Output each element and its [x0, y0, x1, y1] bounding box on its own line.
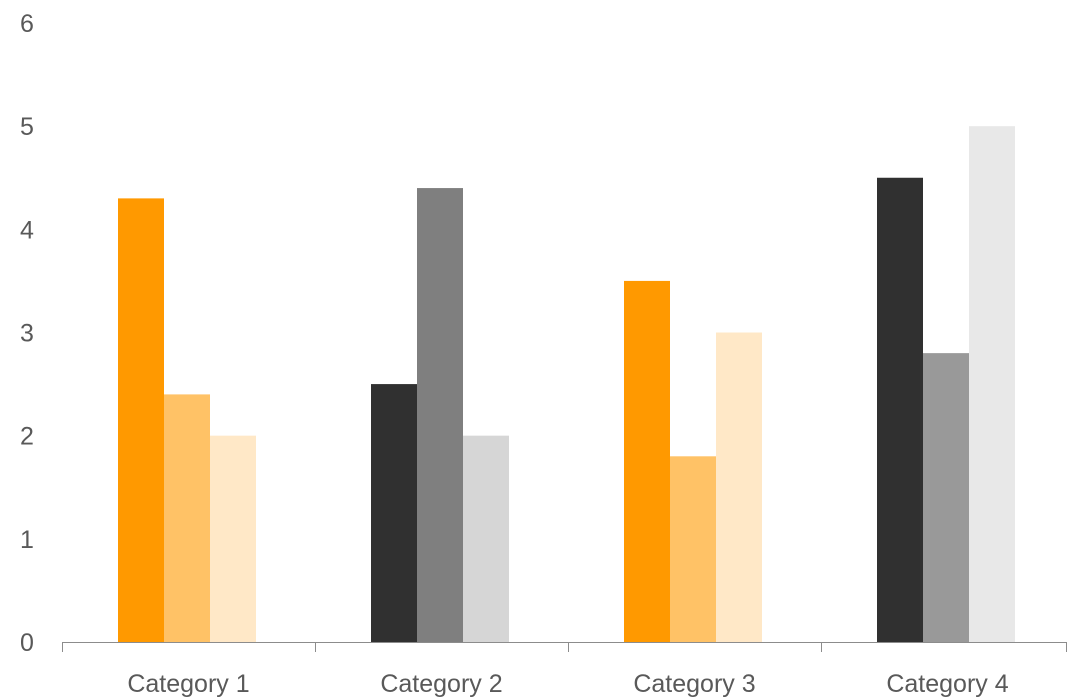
bar [969, 126, 1015, 642]
bar [164, 394, 210, 642]
bar [371, 384, 417, 642]
y-axis-ticks: 0 1 2 3 4 5 6 [20, 10, 34, 657]
bar [624, 280, 670, 642]
y-tick-label: 2 [20, 423, 34, 451]
category-labels: Category 1 Category 2 Category 3 Category 4 [127, 670, 1008, 698]
y-tick-label: 5 [20, 113, 34, 141]
bar [210, 435, 256, 642]
category-label: Category 2 [380, 670, 502, 698]
bar [923, 353, 969, 642]
y-tick-label: 6 [20, 10, 34, 38]
y-tick-label: 4 [20, 216, 34, 244]
bar [877, 177, 923, 642]
category-label: Category 1 [127, 670, 249, 698]
y-tick-label: 3 [20, 320, 34, 348]
bar [463, 435, 509, 642]
bars-group [118, 126, 1015, 643]
y-tick-label: 1 [20, 526, 34, 554]
bar [118, 198, 164, 642]
bar [670, 456, 716, 642]
y-tick-label: 0 [20, 629, 34, 657]
x-axis-tick-marks [62, 642, 1067, 652]
category-label: Category 4 [886, 670, 1008, 698]
bar [716, 332, 762, 642]
bar [417, 188, 463, 643]
category-label: Category 3 [633, 670, 755, 698]
